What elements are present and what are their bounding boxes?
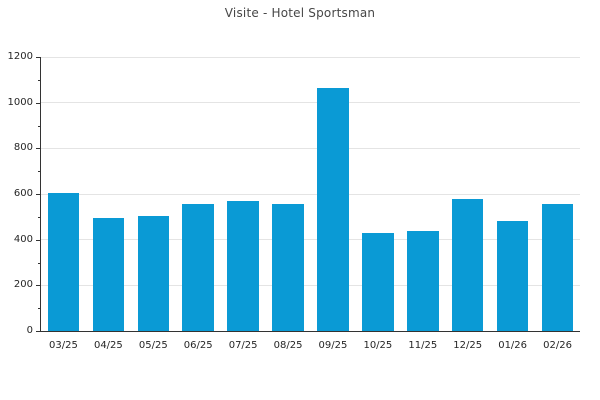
y-major-tick (36, 57, 41, 58)
y-minor-tick (38, 125, 41, 127)
plot-area (41, 56, 580, 331)
bar-04/25 (92, 217, 125, 331)
x-tick-label: 07/25 (228, 340, 258, 351)
x-tick-label: 01/26 (498, 340, 528, 351)
x-tick-label: 08/25 (273, 340, 303, 351)
bar-01/26 (496, 221, 529, 331)
y-minor-tick (38, 308, 41, 310)
bar-12/25 (451, 198, 484, 331)
bar-11/25 (407, 230, 439, 331)
y-major-tick (36, 102, 41, 104)
bar-03/25 (47, 192, 80, 331)
bar-06/25 (182, 204, 214, 331)
y-tick-label: 200 (13, 279, 33, 291)
y-gridline (41, 147, 580, 149)
x-tick-label: 11/25 (408, 340, 438, 351)
y-minor-tick (38, 79, 41, 81)
y-tick-label: 1200 (7, 51, 33, 62)
y-minor-tick (38, 171, 41, 173)
x-tick-label: 04/25 (93, 340, 123, 351)
x-axis-line (40, 331, 580, 332)
bar-05/25 (137, 215, 169, 331)
y-tick-label: 600 (13, 188, 33, 199)
y-tick-label: 1000 (7, 96, 33, 108)
y-gridline (41, 193, 580, 195)
y-tick-label: 0 (26, 325, 33, 336)
y-minor-tick (38, 262, 41, 264)
y-gridline (41, 56, 580, 58)
x-tick-label: 06/25 (183, 340, 213, 351)
y-minor-tick (38, 216, 41, 218)
bar-07/25 (227, 200, 259, 331)
bar-09/25 (317, 87, 349, 331)
y-gridline (41, 102, 580, 104)
chart-title: Visite - Hotel Sportsman (224, 6, 376, 20)
x-tick-label: 12/25 (453, 340, 483, 351)
x-tick-label: 10/25 (363, 340, 393, 351)
y-gridline (41, 284, 580, 286)
y-tick-label: 800 (13, 142, 33, 154)
y-major-tick (36, 239, 41, 241)
y-major-tick (36, 331, 41, 332)
bar-10/25 (362, 232, 394, 331)
y-major-tick (36, 194, 41, 195)
y-major-tick (36, 148, 41, 150)
x-tick-label: 09/25 (318, 340, 348, 351)
bar-02/26 (541, 204, 574, 331)
y-gridline (41, 239, 580, 241)
x-tick-label: 05/25 (138, 340, 168, 351)
y-major-tick (36, 285, 41, 287)
x-tick-label: 02/26 (543, 340, 572, 351)
y-tick-label: 400 (13, 233, 33, 245)
bar-08/25 (272, 204, 304, 331)
x-tick-label: 03/25 (49, 340, 78, 351)
